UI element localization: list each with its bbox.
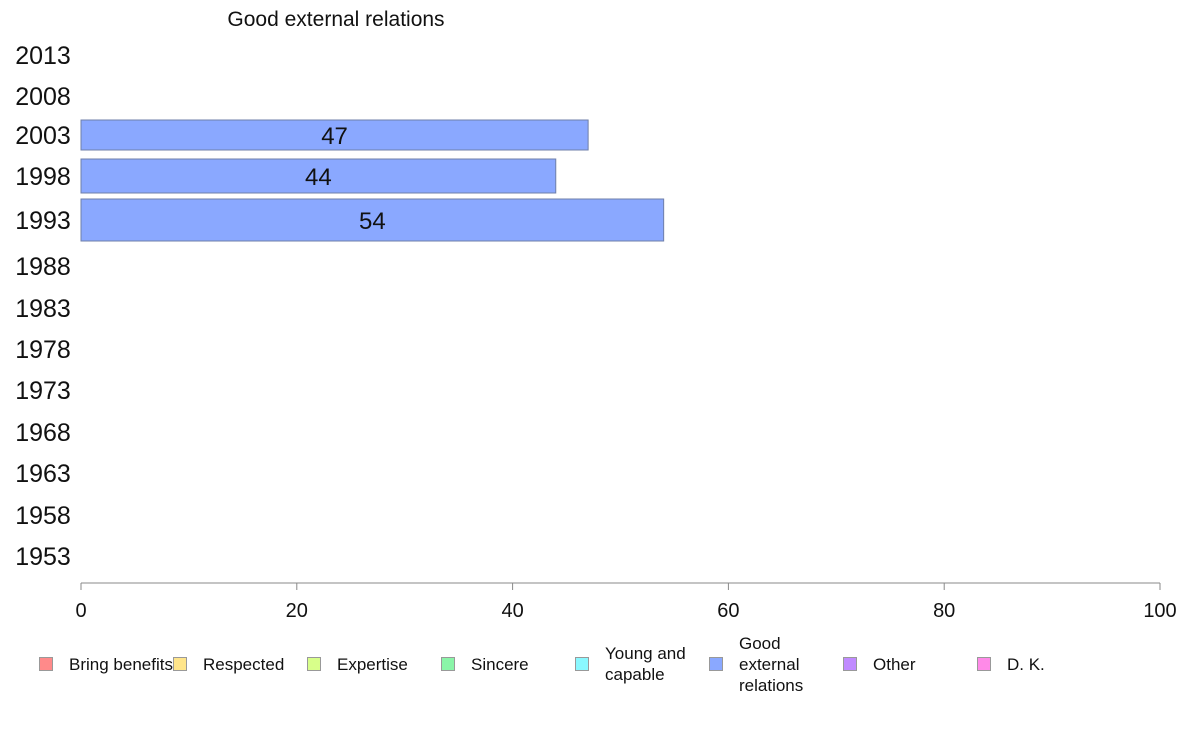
legend-label: D. K.: [1007, 654, 1045, 674]
legend-swatch: [843, 657, 857, 671]
legend-label: Other: [873, 654, 916, 674]
legend-item: D. K.: [977, 628, 1117, 700]
legend-item: Expertise: [307, 628, 447, 700]
legend-item: Other: [843, 628, 983, 700]
y-tick-label-1953: 1953: [15, 543, 71, 571]
legend-item: Good external relations: [709, 628, 834, 700]
data-label-2003: 47: [321, 123, 348, 150]
legend-swatch: [977, 657, 991, 671]
bar-1998: [80, 158, 557, 194]
y-tick-labels: 2013 2008 2003 1998 1993 1988 1983 1978 1973 1968…: [15, 42, 71, 571]
y-tick-label-1998: 1998: [15, 163, 71, 191]
legend-swatch: [173, 657, 187, 671]
x-tick-label-0: 0: [75, 600, 86, 620]
legend-swatch: [39, 657, 53, 671]
legend-label: Young and capable: [605, 644, 686, 684]
bar-2003: [80, 119, 589, 151]
legend-item: Young and capable: [575, 628, 715, 700]
legend-swatch: [307, 657, 321, 671]
legend-label: Expertise: [337, 654, 408, 674]
y-tick-label-2008: 2008: [15, 83, 71, 111]
y-tick-label-1968: 1968: [15, 419, 71, 447]
legend-item: Bring benefits: [39, 628, 179, 700]
x-tick-label-100: 100: [1143, 600, 1176, 620]
y-tick-label-1993: 1993: [15, 207, 71, 235]
y-tick-label-1978: 1978: [15, 336, 71, 364]
y-tick-label-1958: 1958: [15, 502, 71, 530]
legend-label: Good external relations: [739, 633, 804, 695]
legend-item: Respected: [173, 628, 313, 700]
y-tick-label-1983: 1983: [15, 295, 71, 323]
data-label-1993: 54: [359, 208, 386, 235]
legend-swatch: [575, 657, 589, 671]
x-axis-ticks: 0 20 40 60 80 100: [75, 583, 1177, 620]
y-tick-label-2003: 2003: [15, 122, 71, 150]
x-tick-label-40: 40: [501, 600, 523, 620]
x-tick-label-20: 20: [286, 600, 308, 620]
legend-swatch: [441, 657, 455, 671]
legend-swatch: [709, 657, 723, 671]
y-tick-label-2013: 2013: [15, 42, 71, 70]
y-tick-label-1973: 1973: [15, 377, 71, 405]
legend-label: Sincere: [471, 654, 529, 674]
y-tick-label-1963: 1963: [15, 460, 71, 488]
x-tick-label-60: 60: [717, 600, 739, 620]
chart-title: Good external relations: [227, 8, 444, 31]
legend-label: Respected: [203, 654, 285, 674]
legend-item: Sincere: [441, 628, 581, 700]
data-label-1998: 44: [305, 164, 332, 191]
y-tick-label-1988: 1988: [15, 253, 71, 281]
x-tick-label-80: 80: [933, 600, 955, 620]
bar-1993: [80, 198, 665, 242]
bars-group: 47 44 54: [80, 119, 665, 242]
legend: Bring benefits Respected Expertise Sincere Y…: [0, 628, 1188, 708]
legend-label: Bring benefits: [69, 654, 173, 674]
